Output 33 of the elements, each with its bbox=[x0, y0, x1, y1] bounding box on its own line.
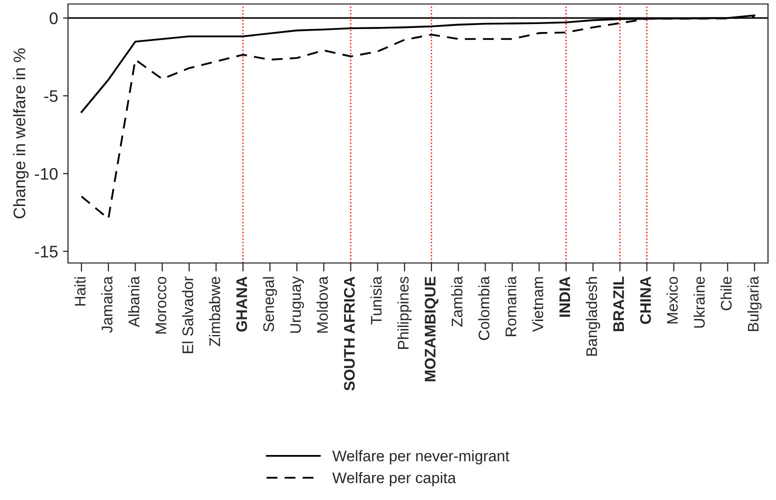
x-tick-label: Tunisia bbox=[370, 276, 382, 325]
x-tick-label: MOZAMBIQUE bbox=[424, 276, 438, 382]
x-tick-label: Vietnam bbox=[532, 277, 544, 332]
x-tick-label: Mexico bbox=[666, 276, 678, 324]
x-tick-label: Ukraine bbox=[694, 276, 705, 328]
x-tick-label: Uruguay bbox=[290, 276, 304, 333]
x-tick-label: Chile bbox=[720, 276, 732, 310]
x-tick-label: Zambia bbox=[451, 276, 462, 327]
x-tick-label: Albania bbox=[128, 276, 140, 328]
y-tick-label: -5 bbox=[44, 90, 58, 102]
x-tick-label: Philippines bbox=[397, 276, 412, 349]
x-tick-label: Bangladesh bbox=[586, 277, 600, 356]
y-tick-label: -10 bbox=[34, 168, 58, 180]
y-axis-title: Change in welfare in % bbox=[13, 48, 29, 218]
x-tick-label: GHANA bbox=[236, 276, 248, 332]
x-tick-label: CHINA bbox=[640, 276, 651, 324]
x-tick-label: El Salvador bbox=[182, 276, 194, 354]
x-tick-label: Jamaica bbox=[101, 276, 112, 333]
x-tick-label: Colombia bbox=[478, 276, 490, 340]
x-tick-label: Romania bbox=[505, 276, 516, 336]
x-tick-label: Zimbabwe bbox=[208, 276, 220, 346]
x-tick-label: Senegal bbox=[262, 277, 278, 332]
legend-label: Welfare per never-migrant bbox=[332, 450, 510, 464]
y-tick-label: 0 bbox=[50, 12, 58, 24]
legend-label: Welfare per capita bbox=[332, 472, 456, 486]
x-tick-label: SOUTH AFRICA bbox=[344, 276, 355, 391]
x-tick-label: INDIA bbox=[560, 276, 570, 317]
x-tick-label: BRAZIL bbox=[613, 276, 624, 332]
y-tick-label: -15 bbox=[34, 246, 58, 258]
x-tick-label: Haiti bbox=[74, 277, 86, 306]
x-tick-label: Moldova bbox=[316, 276, 328, 333]
x-tick-label: Morocco bbox=[156, 276, 166, 334]
x-tick-label: Bulgaria bbox=[747, 276, 762, 331]
